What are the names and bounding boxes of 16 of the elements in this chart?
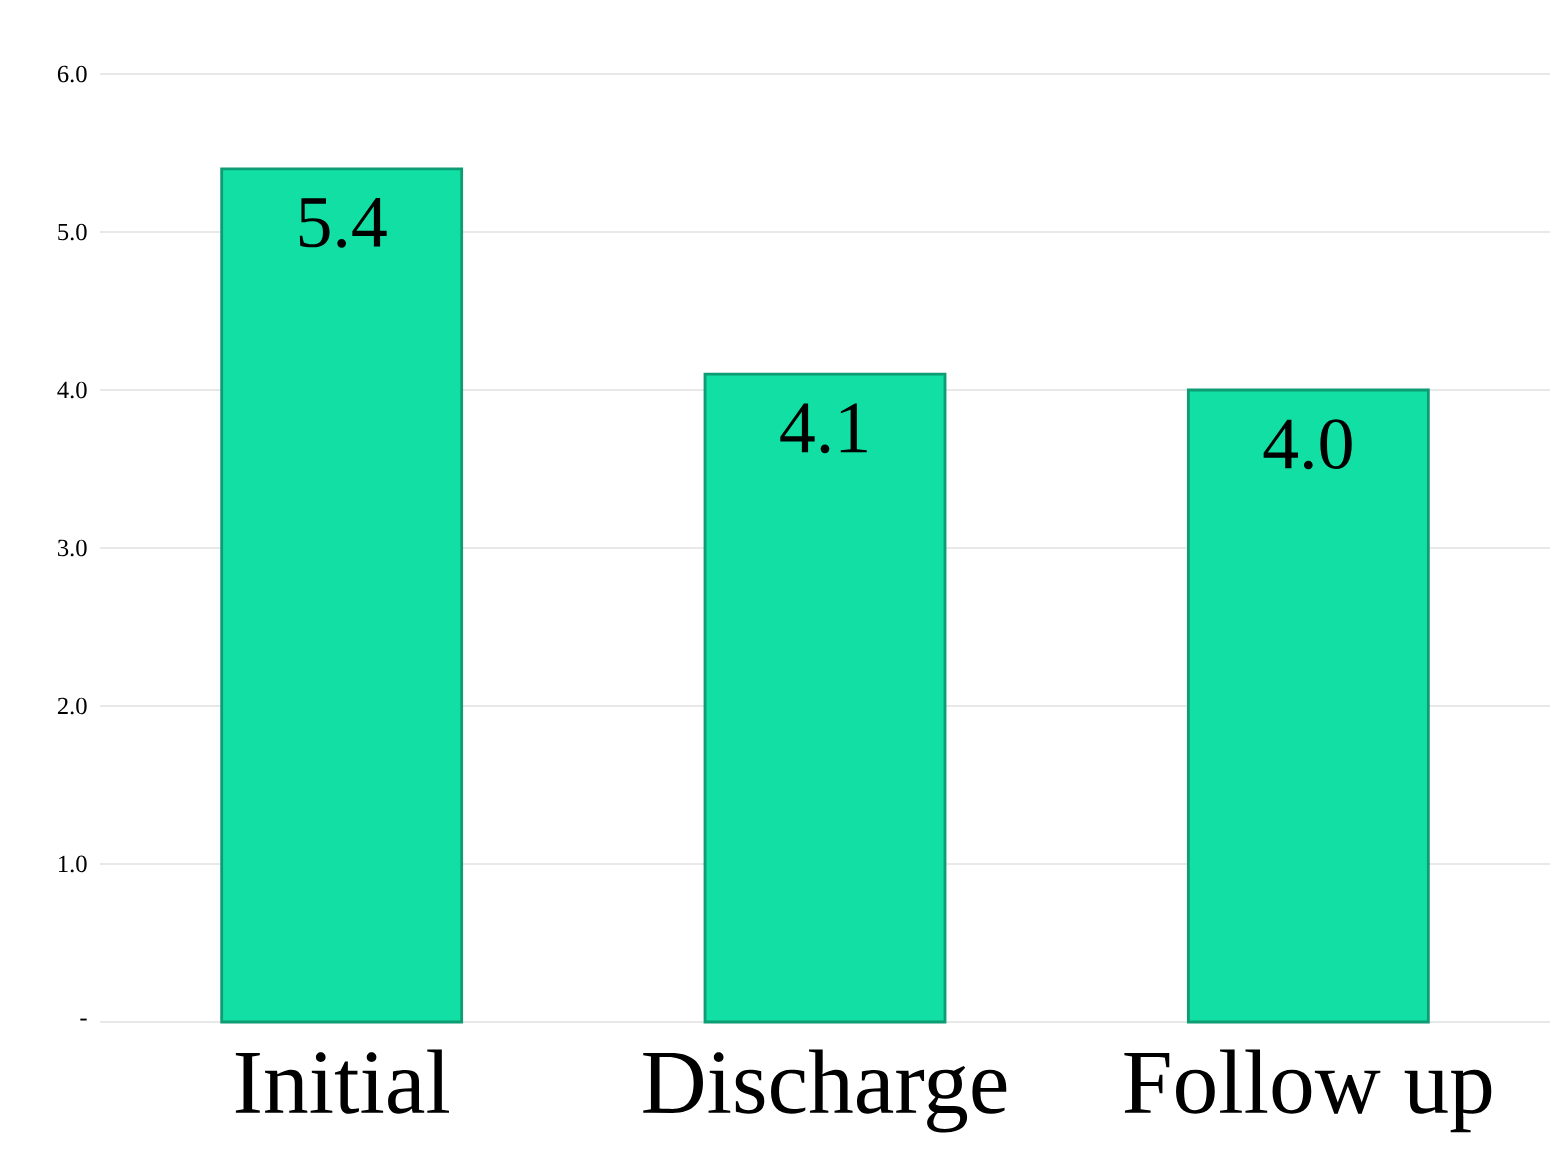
x-tick-label: Discharge (643, 1049, 1007, 1133)
data-label: 4.1 (780, 403, 867, 454)
y-tick-label: 3.0 (57, 539, 87, 557)
y-tick-label: 4.0 (57, 381, 87, 399)
bar (220, 167, 464, 1024)
x-tick-label: Initial (235, 1049, 449, 1114)
data-label: 4.0 (1263, 419, 1352, 470)
y-tick-label: 5.0 (58, 223, 87, 241)
x-tick-label: Follow up (1124, 1049, 1492, 1133)
data-label: 5.4 (299, 198, 387, 248)
y-tick-label: - (80, 1018, 87, 1021)
bar (703, 372, 947, 1024)
y-tick-label: 6.0 (57, 65, 87, 83)
bar (1186, 388, 1430, 1024)
y-tick-label: 2.0 (57, 697, 87, 715)
y-tick-label: 1.0 (58, 855, 87, 873)
